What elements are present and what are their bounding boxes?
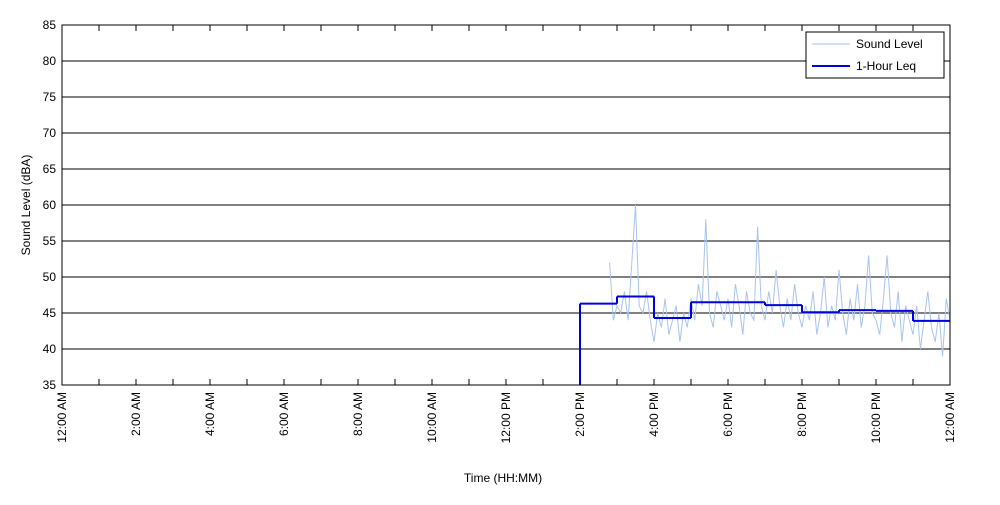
y-tick-label: 60 — [43, 198, 57, 212]
x-tick-label: 8:00 AM — [351, 392, 365, 436]
x-tick-label: 12:00 AM — [943, 392, 957, 443]
legend-label: Sound Level — [856, 37, 923, 51]
x-tick-label: 12:00 PM — [499, 392, 513, 443]
y-tick-label: 70 — [43, 126, 57, 140]
x-tick-label: 2:00 PM — [573, 392, 587, 437]
legend-box — [805, 31, 945, 79]
y-tick-label: 80 — [43, 54, 57, 68]
x-tick-label: 10:00 PM — [869, 392, 883, 443]
x-tick-label: 12:00 AM — [55, 392, 69, 443]
x-tick-label: 4:00 AM — [203, 392, 217, 436]
y-tick-label: 45 — [43, 306, 57, 320]
x-tick-label: 2:00 AM — [129, 392, 143, 436]
y-tick-label: 50 — [43, 270, 57, 284]
y-tick-label: 55 — [43, 234, 57, 248]
x-axis-label: Time (HH:MM) — [464, 471, 542, 485]
x-tick-label: 4:00 PM — [647, 392, 661, 437]
plot-frame — [61, 24, 951, 386]
y-tick-label: 35 — [43, 378, 57, 392]
y-tick-label: 85 — [43, 18, 57, 32]
y-tick-label: 65 — [43, 162, 57, 176]
y-tick-label: 40 — [43, 342, 57, 356]
legend-label: 1-Hour Leq — [856, 59, 916, 73]
x-tick-label: 10:00 AM — [425, 392, 439, 443]
x-tick-label: 6:00 AM — [277, 392, 291, 436]
x-tick-label: 6:00 PM — [721, 392, 735, 437]
x-tick-label: 8:00 PM — [795, 392, 809, 437]
y-tick-label: 75 — [43, 90, 57, 104]
y-axis-label: Sound Level (dBA) — [19, 155, 33, 256]
